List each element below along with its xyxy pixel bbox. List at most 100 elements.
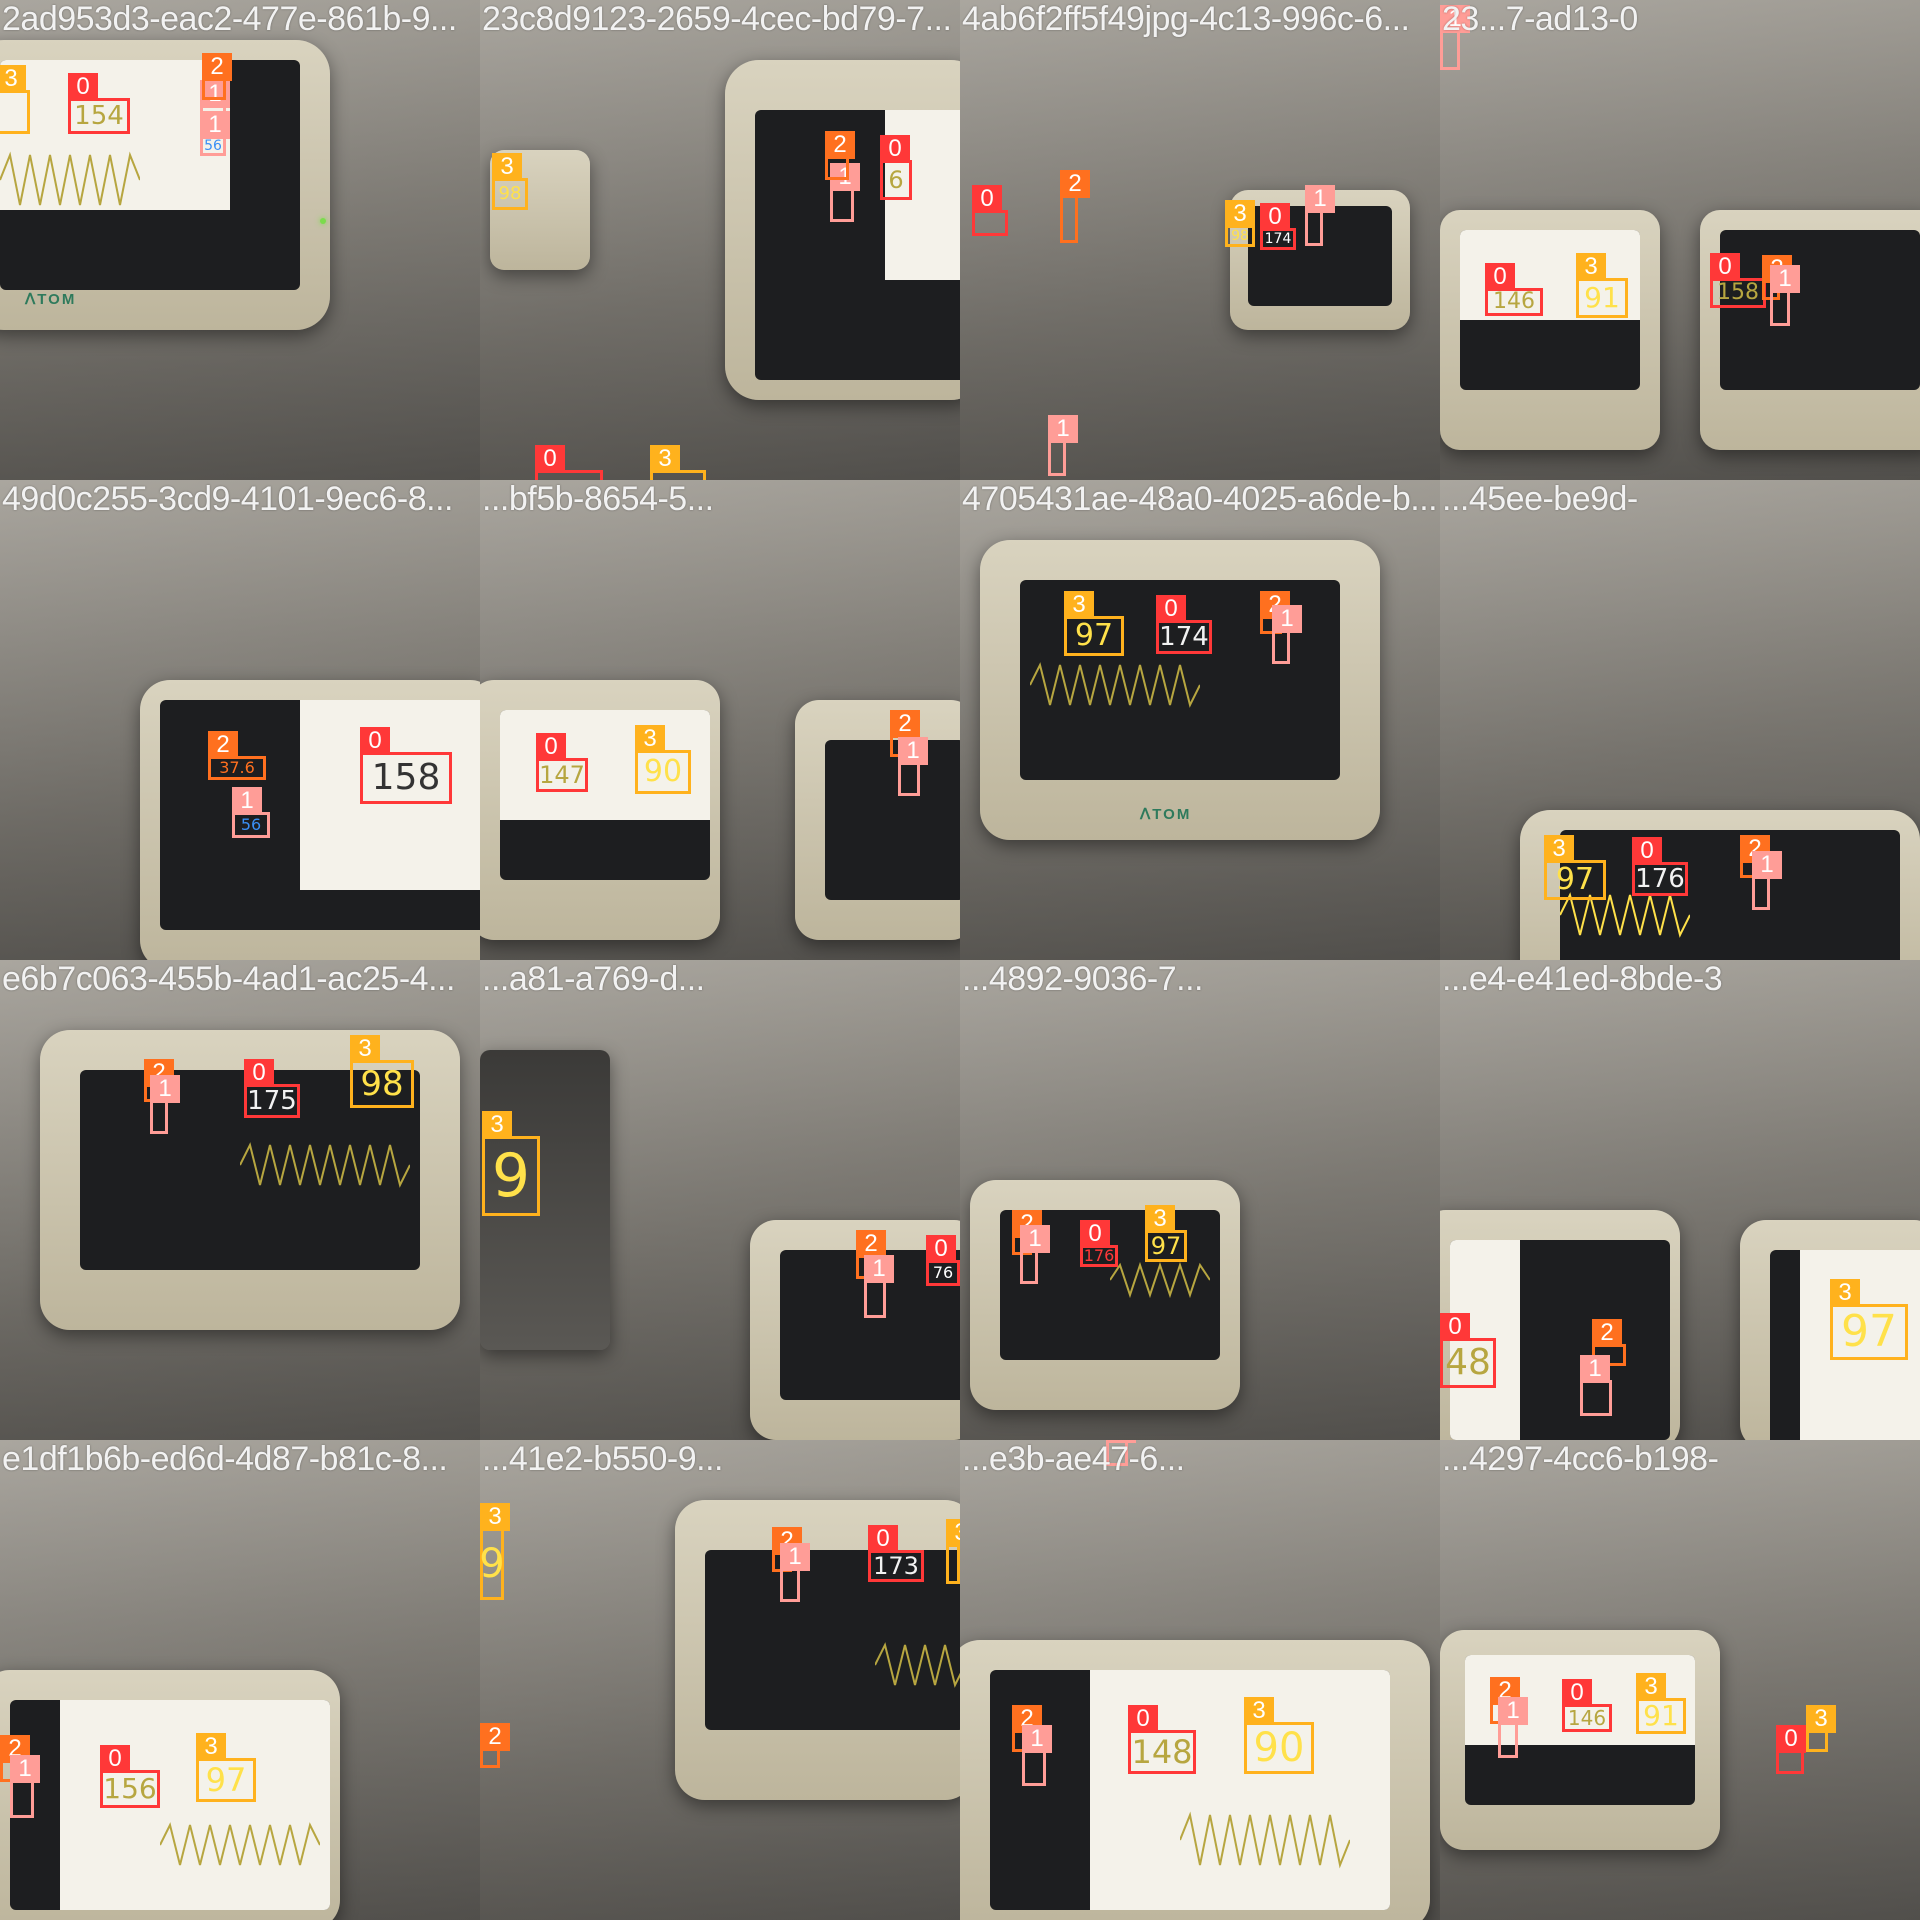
detection-box: 1 [1272,605,1302,664]
detection-box: 0 176 [1080,1220,1118,1267]
detection-box: 2 [202,53,232,100]
tile-filename: 49d0c255-3cd9-4101-9ec6-8... [2,480,454,518]
tile-filename: 23...7-ad13-0 [1442,0,1638,38]
detection-box: 1 56 [232,787,270,838]
detection-box: 1 [1022,1725,1052,1786]
mosaic-tile: 0 48 3 97 2 1 ...e4-e41ed-8bde-3 [1440,960,1920,1440]
tile-filename: ...e3b-ae47-6... [962,1440,1185,1478]
detection-box: 0 148 [1128,1705,1196,1774]
monitor-device [0,1670,340,1920]
detection-box: 1 [1770,265,1800,326]
detection-box: 3 97 [1145,1205,1187,1262]
monitor-screen [755,110,960,380]
mosaic-tile: ᐱTOM 0 154 1 2 1 56 3 2ad953d3-eac2-477e-8… [0,0,480,480]
detection-box: 0 158 [1710,253,1766,308]
monitor-device [795,700,960,940]
monitor-device [1520,810,1920,960]
monitor-device: ᐱTOM [0,40,330,330]
detection-box: 0 174 [1156,595,1212,654]
detection-box: 0 173 [868,1525,924,1582]
detection-box: 3 [1806,1705,1836,1752]
monitor-device [480,1050,610,1350]
monitor-device [750,1220,960,1440]
detection-box: 1 56 [200,111,230,156]
detection-box: 3 98 [350,1035,414,1108]
detection-box: 0 146 [1562,1679,1612,1732]
detection-box: 1 [780,1543,810,1602]
tile-filename: 4ab6f2ff5f49jpg-4c13-996c-6... [962,0,1410,38]
detection-box: 1 [1048,415,1078,476]
detection-box: 3 [0,65,30,134]
detection-box: 1 [1752,851,1782,910]
tile-filename: ...4297-4cc6-b198- [1442,1440,1719,1478]
monitor-device [725,60,960,400]
monitor-screen [1460,230,1640,390]
mosaic-tile: 0 175 3 98 2 1 e6b7c063-455b-4ad1-ac25-4..… [0,960,480,1440]
tile-filename: ...45ee-be9d- [1442,480,1638,518]
detection-box: 1 [10,1755,40,1818]
tile-filename: ...e4-e41ed-8bde-3 [1442,960,1723,998]
detection-box: 3 91 [1576,253,1628,318]
detection-box: 3 98 [1225,200,1255,247]
detection-box: 0 175 [244,1059,300,1118]
monitor-screen [80,1070,420,1270]
detection-box: 3 [946,1519,960,1584]
tile-filename: 23c8d9123-2659-4cec-bd79-7... [482,0,952,38]
detection-box: 3 90 [635,725,691,794]
detection-box: 0 147 [536,733,588,792]
detection-box: 1 [898,737,928,796]
monitor-device [1440,1630,1720,1850]
tile-filename: 4705431ae-48a0-4025-a6de-b... [962,480,1438,518]
monitor-device [970,1180,1240,1410]
monitor-screen [10,1700,330,1910]
monitor-screen [500,710,710,880]
detection-box: 2 [480,1723,510,1768]
detection-box: 2 [1592,1319,1626,1366]
monitor-screen [825,740,960,900]
detection-box: 0 76 [926,1235,960,1286]
tile-filename: ...4892-9036-7... [962,960,1204,998]
detection-box: 1 [1020,1225,1050,1284]
monitor-screen [1720,230,1920,390]
detection-box: 3 90 [1244,1697,1314,1774]
tile-filename: 2ad953d3-eac2-477e-861b-9... [2,0,457,38]
monitor-screen [0,60,300,290]
detection-box: 1 [830,163,860,222]
detection-box: 3 98 [492,153,528,210]
detection-box: 0 [535,445,603,480]
monitor-device: ᐱTOM [980,540,1380,840]
detection-box: 1 [1440,5,1470,70]
mosaic-tile: 0 146 3 91 2 1 0 3 ...4297-4cc6-b198- [1440,1440,1920,1920]
detection-box: 3 [650,445,706,480]
monitor-device [480,680,720,940]
mosaic-tile: 0 176 3 97 2 1 ...45ee-be9d- [1440,480,1920,960]
monitor-device [1440,210,1660,450]
detection-box: 3 97 [1544,835,1606,900]
mosaic-tile: 0 174 1 2 3 98 0 1 4ab6f2ff5f49jpg-4c13-99… [960,0,1440,480]
detection-box: 0 48 [1440,1313,1496,1388]
detection-box: 2 37.6 [208,731,266,780]
detection-box: 0 156 [100,1745,160,1808]
monitor-device [1440,1210,1680,1440]
monitor-device [140,680,480,960]
tile-filename: ...a81-a769-d... [482,960,705,998]
detection-box: 0 174 [1260,203,1296,250]
monitor-screen [990,1670,1390,1910]
detection-box: 3 97 [196,1733,256,1802]
tile-filename: e1df1b6b-ed6d-4d87-b81c-8... [2,1440,448,1478]
detection-box: 2 [1060,170,1090,243]
mosaic-tile: 0 158 1 56 2 37.6 49d0c255-3cd9-4101-9ec6-8… [0,480,480,960]
tile-filename: ...41e2-b550-9... [482,1440,724,1478]
detection-box: 0 158 [360,727,452,804]
detection-box: 3 97 [1830,1279,1908,1360]
tile-filename: e6b7c063-455b-4ad1-ac25-4... [2,960,455,998]
